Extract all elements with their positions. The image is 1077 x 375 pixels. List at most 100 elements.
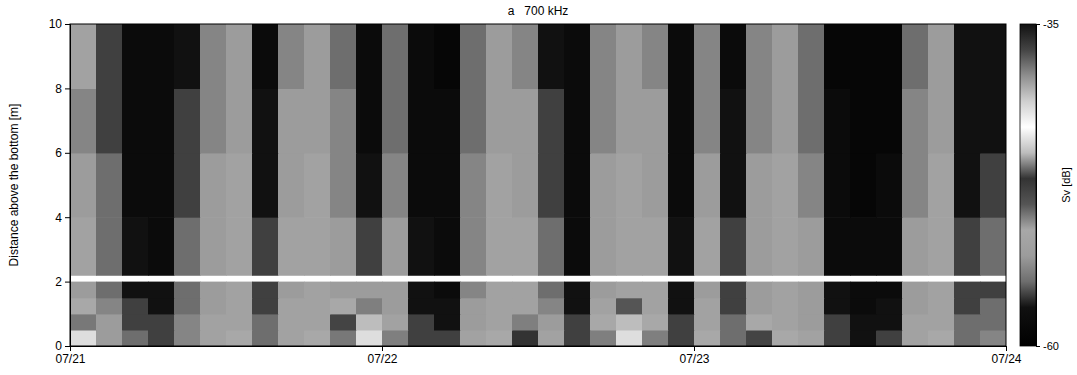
cell bbox=[772, 88, 799, 153]
cell bbox=[720, 314, 747, 331]
cell bbox=[330, 330, 357, 346]
cell bbox=[694, 153, 721, 218]
x-tick-label: 07/23 bbox=[679, 352, 709, 366]
cell bbox=[538, 298, 565, 315]
cell bbox=[382, 314, 409, 331]
cell bbox=[356, 282, 383, 299]
cell bbox=[486, 282, 513, 299]
y-tick-mark bbox=[65, 282, 70, 283]
cell bbox=[226, 217, 253, 276]
cell bbox=[252, 153, 279, 218]
cell bbox=[850, 153, 877, 218]
cell bbox=[772, 314, 799, 331]
cell bbox=[70, 330, 97, 346]
cell bbox=[226, 282, 253, 299]
cell bbox=[460, 153, 487, 218]
cell bbox=[616, 298, 643, 315]
y-tick-label: 2 bbox=[55, 275, 62, 289]
cell bbox=[694, 330, 721, 346]
y-tick-mark bbox=[65, 153, 70, 154]
cell bbox=[122, 314, 149, 331]
cell bbox=[96, 24, 123, 89]
cell bbox=[954, 24, 981, 89]
cell bbox=[954, 298, 981, 315]
cell bbox=[642, 153, 669, 218]
cell bbox=[486, 153, 513, 218]
cell bbox=[694, 217, 721, 276]
y-tick: 6 bbox=[55, 146, 70, 160]
cell bbox=[850, 282, 877, 299]
cell bbox=[824, 330, 851, 346]
cell bbox=[538, 24, 565, 89]
cell bbox=[226, 314, 253, 331]
cell bbox=[824, 217, 851, 276]
cell bbox=[382, 88, 409, 153]
cell bbox=[304, 282, 331, 299]
cell bbox=[512, 217, 539, 276]
cell bbox=[668, 24, 695, 89]
cell bbox=[96, 217, 123, 276]
cell bbox=[980, 314, 1006, 331]
cell bbox=[200, 217, 227, 276]
x-tick-label: 07/24 bbox=[991, 352, 1021, 366]
cell bbox=[824, 24, 851, 89]
cell bbox=[460, 298, 487, 315]
cell bbox=[226, 298, 253, 315]
plot-background bbox=[70, 24, 1006, 346]
cell bbox=[460, 217, 487, 276]
cell bbox=[122, 153, 149, 218]
cell bbox=[122, 217, 149, 276]
cell bbox=[200, 330, 227, 346]
cell bbox=[564, 24, 591, 89]
cell bbox=[512, 153, 539, 218]
cell bbox=[434, 282, 461, 299]
cell bbox=[928, 88, 955, 153]
cell bbox=[70, 88, 97, 153]
cell bbox=[954, 217, 981, 276]
cell bbox=[278, 88, 305, 153]
cell bbox=[876, 298, 903, 315]
cell bbox=[538, 314, 565, 331]
cell bbox=[798, 314, 825, 331]
cell bbox=[772, 24, 799, 89]
cell bbox=[96, 330, 123, 346]
cell bbox=[96, 153, 123, 218]
cell bbox=[304, 330, 331, 346]
cell bbox=[460, 282, 487, 299]
cell bbox=[824, 298, 851, 315]
x-tick-mark bbox=[694, 346, 695, 351]
cell bbox=[720, 298, 747, 315]
cell bbox=[720, 282, 747, 299]
cell bbox=[356, 314, 383, 331]
cell bbox=[408, 298, 435, 315]
cell bbox=[486, 314, 513, 331]
cell bbox=[616, 153, 643, 218]
cell bbox=[902, 153, 929, 218]
cell bbox=[694, 88, 721, 153]
cell bbox=[616, 314, 643, 331]
cell bbox=[226, 24, 253, 89]
cell bbox=[694, 314, 721, 331]
cell bbox=[772, 217, 799, 276]
cell bbox=[434, 217, 461, 276]
cell bbox=[356, 330, 383, 346]
cell bbox=[122, 298, 149, 315]
cell bbox=[486, 24, 513, 89]
cell bbox=[980, 330, 1006, 346]
cell bbox=[642, 314, 669, 331]
cell bbox=[486, 298, 513, 315]
cell bbox=[278, 217, 305, 276]
cell bbox=[538, 88, 565, 153]
cell bbox=[746, 153, 773, 218]
cell bbox=[330, 282, 357, 299]
cell bbox=[356, 298, 383, 315]
cell bbox=[798, 282, 825, 299]
cell bbox=[174, 153, 201, 218]
colorbar-tick-label: -60 bbox=[1043, 340, 1059, 352]
cell bbox=[148, 330, 175, 346]
cell bbox=[70, 153, 97, 218]
y-tick-label: 0 bbox=[55, 339, 62, 353]
cell bbox=[590, 153, 617, 218]
cell bbox=[356, 153, 383, 218]
y-tick-label: 4 bbox=[55, 211, 62, 225]
